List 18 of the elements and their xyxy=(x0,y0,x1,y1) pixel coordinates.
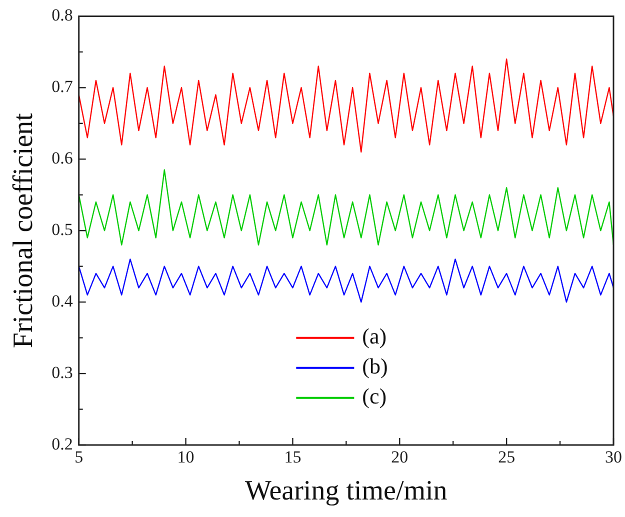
x-tick-label: 20 xyxy=(391,448,408,467)
y-axis-title: Frictional coefficient xyxy=(8,112,40,348)
x-tick-label: 5 xyxy=(74,448,84,467)
legend-label: (a) xyxy=(362,324,387,349)
x-axis-title: Wearing time/min xyxy=(245,476,448,507)
y-tick-label: 0.2 xyxy=(52,434,73,454)
y-tick-label: 0.7 xyxy=(52,77,74,96)
y-tick-label: 0.3 xyxy=(52,363,73,382)
y-tick-label: 0.4 xyxy=(52,292,74,311)
legend-label: (b) xyxy=(362,354,388,379)
x-tick-label: 10 xyxy=(177,448,194,467)
y-tick-label: 0.5 xyxy=(52,220,73,240)
y-tick-label: 0.8 xyxy=(52,6,73,25)
x-tick-label: 25 xyxy=(498,448,516,467)
x-tick-label: 15 xyxy=(284,448,302,467)
y-tick-label: 0.6 xyxy=(52,148,73,168)
x-tick-label: 30 xyxy=(605,448,622,467)
legend-label: (c) xyxy=(362,384,387,409)
